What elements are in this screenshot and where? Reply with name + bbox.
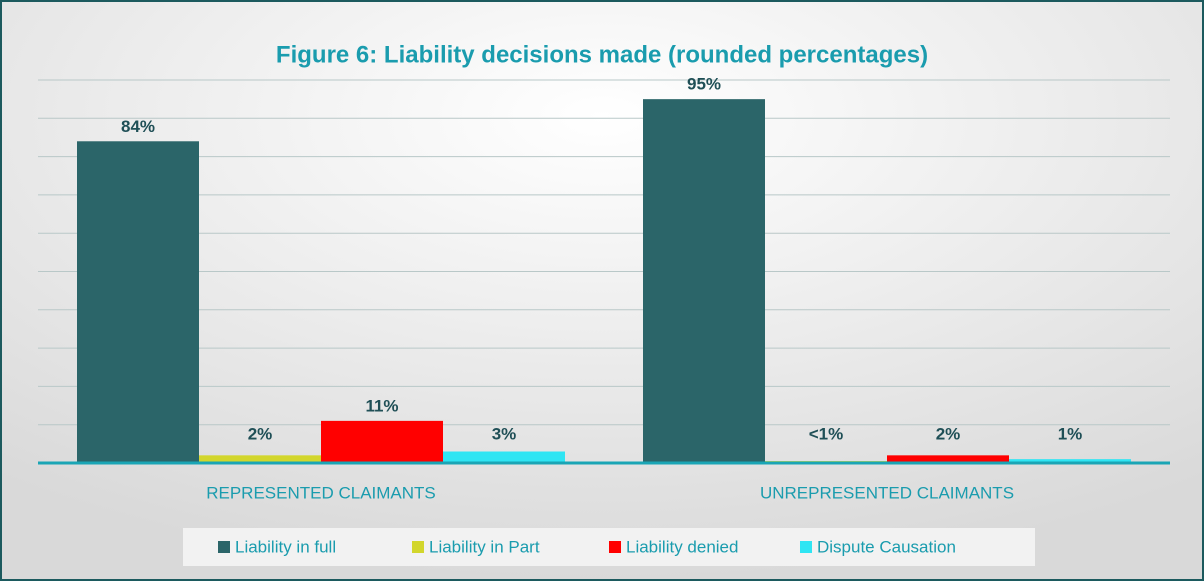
legend-swatch xyxy=(218,541,230,553)
value-label: 1% xyxy=(1058,424,1083,443)
value-label: 84% xyxy=(121,117,155,136)
chart-title: Figure 6: Liability decisions made (roun… xyxy=(276,41,928,68)
bar xyxy=(643,99,765,464)
bar xyxy=(321,420,443,463)
bar xyxy=(1009,459,1131,463)
bar xyxy=(443,451,565,463)
bar xyxy=(77,141,199,463)
bar xyxy=(887,455,1009,463)
value-label: 11% xyxy=(365,396,398,415)
bar xyxy=(199,455,321,463)
legend-swatch xyxy=(412,541,424,553)
legend-swatch xyxy=(800,541,812,553)
legend-label: Dispute Causation xyxy=(817,537,956,556)
value-label: 95% xyxy=(687,75,721,94)
legend-label: Liability in full xyxy=(235,537,336,556)
value-label: 2% xyxy=(248,424,273,443)
value-label: <1% xyxy=(809,424,844,443)
legend-label: Liability in Part xyxy=(429,537,540,556)
value-label: 3% xyxy=(492,424,517,443)
legend-label: Liability denied xyxy=(626,537,738,556)
value-label: 2% xyxy=(936,424,961,443)
legend-swatch xyxy=(609,541,621,553)
x-tick-label: REPRESENTED CLAIMANTS xyxy=(206,483,436,502)
x-tick-label: UNREPRESENTED CLAIMANTS xyxy=(760,483,1014,502)
